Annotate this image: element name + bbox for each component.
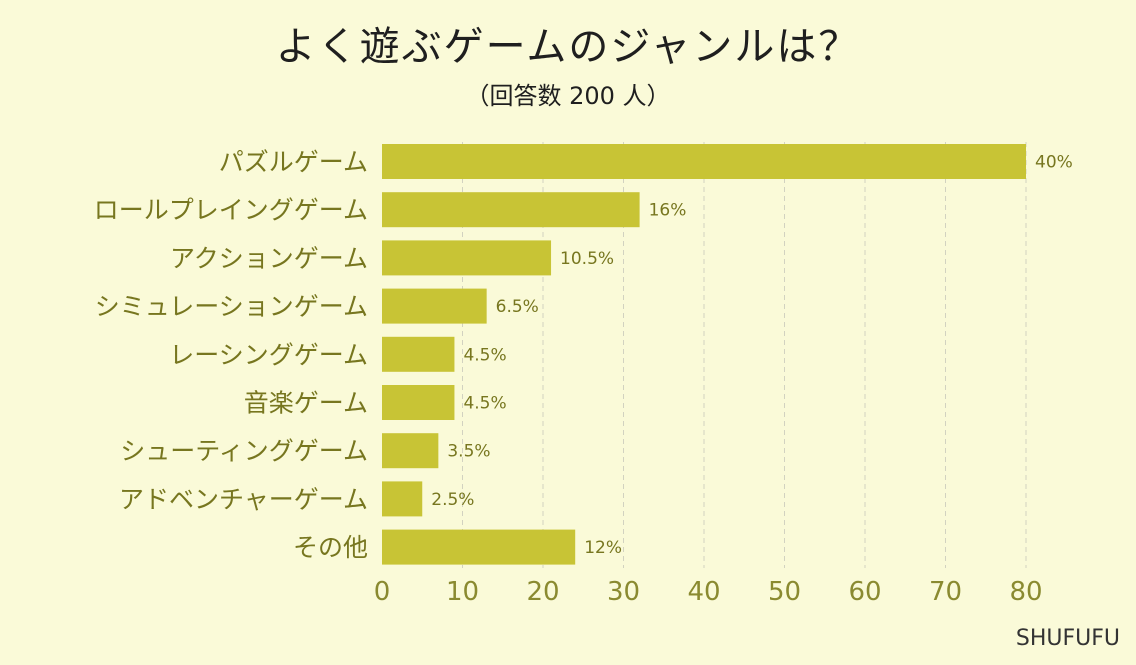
category-label-5: 音楽ゲーム [244, 389, 368, 418]
x-tick-label-10: 10 [446, 577, 479, 607]
value-labels: 40% 16% 10.5% 6.5% 4.5% 4.5% 3.5% 2.5% 12% [431, 153, 1073, 559]
category-label-4: レーシングゲーム [169, 340, 368, 369]
bar-8 [382, 529, 576, 565]
bar-1 [382, 192, 640, 228]
bars [382, 144, 1026, 565]
value-label-4: 4.5% [463, 345, 506, 365]
x-tick-label-60: 60 [848, 577, 881, 607]
value-label-3: 6.5% [496, 297, 539, 317]
value-label-0: 40% [1035, 153, 1073, 173]
chart-subtitle: （回答数 200 人） [465, 82, 671, 110]
value-label-5: 4.5% [463, 394, 506, 414]
x-tick-label-40: 40 [687, 577, 720, 607]
category-label-0: パズルゲーム [219, 148, 368, 177]
category-labels: パズルゲームロールプレイングゲームアクションゲームシミュレーションゲームレーシン… [94, 148, 368, 563]
bar-4 [382, 336, 455, 372]
category-label-7: アドベンチャーゲーム [119, 485, 368, 514]
bar-2 [382, 240, 552, 276]
source-credit: SHUFUFU [1015, 626, 1120, 651]
category-label-3: シミュレーションゲーム [95, 292, 368, 321]
value-label-7: 2.5% [431, 490, 474, 510]
value-label-6: 3.5% [447, 442, 490, 462]
grid-lines [462, 142, 1027, 568]
value-label-1: 16% [649, 201, 687, 221]
x-tick-label-80: 80 [1009, 577, 1042, 607]
category-label-8: その他 [293, 533, 368, 562]
x-tick-label-50: 50 [768, 577, 801, 607]
category-label-2: アクションゲーム [170, 244, 368, 273]
value-label-8: 12% [584, 538, 622, 558]
category-label-6: シューティングゲーム [120, 437, 368, 466]
x-axis-ticks: 0 10 20 30 40 50 60 70 80 [374, 577, 1043, 607]
bar-5 [382, 385, 455, 420]
chart-title: よく遊ぶゲームのジャンルは？ [275, 24, 861, 70]
value-label-2: 10.5% [560, 249, 614, 269]
x-tick-label-0: 0 [374, 577, 391, 607]
x-tick-label-30: 30 [607, 577, 640, 607]
bar-6 [382, 433, 439, 469]
bar-0 [382, 144, 1026, 179]
bar-7 [382, 481, 423, 517]
category-label-1: ロールプレイングゲーム [94, 196, 368, 225]
x-tick-label-70: 70 [929, 577, 962, 607]
bar-3 [382, 288, 487, 324]
x-tick-label-20: 20 [526, 577, 559, 607]
